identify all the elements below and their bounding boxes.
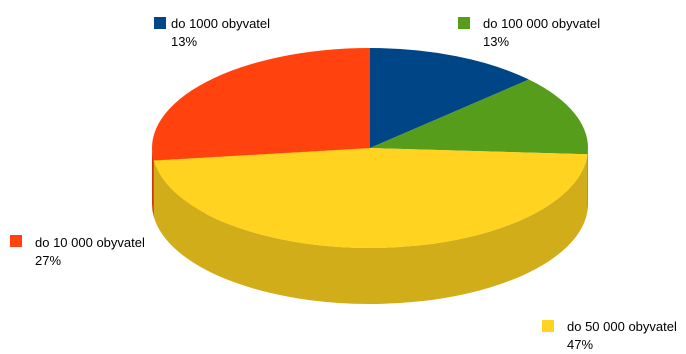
label-do-10000: do 10 000 obyvatel 27% — [10, 235, 145, 268]
slice-value-do-50000: 47% — [567, 337, 593, 352]
slice-name-do-10000: do 10 000 obyvatel — [35, 235, 145, 250]
pie-side-do-50000 — [153, 154, 588, 304]
slice-name-do-100000: do 100 000 obyvatel — [483, 16, 600, 31]
pie-slice-do-50000 — [153, 148, 588, 248]
pie-tops — [151, 48, 588, 248]
slice-value-do-1000: 13% — [171, 34, 197, 49]
pie-side-do-10000 — [152, 148, 154, 217]
pie-slice-do-1000 — [370, 48, 529, 148]
slice-name-do-50000: do 50 000 obyvatel — [567, 319, 677, 334]
label-do-100000: do 100 000 obyvatel 13% — [458, 16, 600, 49]
pie-slice-do-10000 — [151, 48, 370, 161]
label-do-50000: do 50 000 obyvatel 47% — [542, 319, 677, 352]
label-do-1000: do 1000 obyvatel 13% — [154, 16, 270, 49]
legend-swatch-do-50000 — [542, 320, 554, 332]
legend-swatch-do-100000 — [458, 17, 470, 29]
slice-value-do-10000: 27% — [35, 253, 61, 268]
legend-swatch-do-1000 — [154, 17, 166, 29]
slice-name-do-1000: do 1000 obyvatel — [171, 16, 270, 31]
slice-value-do-100000: 13% — [483, 34, 509, 49]
pie-slice-do-100000 — [370, 79, 588, 155]
legend-swatch-do-10000 — [10, 235, 22, 247]
